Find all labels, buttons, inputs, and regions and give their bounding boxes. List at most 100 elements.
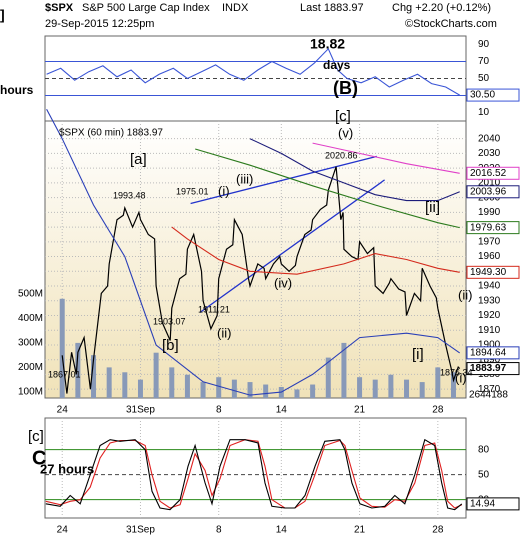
series-line	[46, 108, 461, 396]
volume-bar	[153, 352, 159, 398]
trend-line	[190, 155, 377, 205]
series-line	[171, 226, 460, 275]
annotation: (iv)	[274, 275, 292, 290]
annotation: hours	[0, 83, 34, 97]
volume-bar	[419, 382, 425, 398]
value-tag	[466, 166, 520, 180]
value-tag-label: 1894.64	[470, 347, 507, 358]
y-tick-label: 50	[478, 469, 490, 480]
y-tick-label: 1970	[478, 236, 501, 247]
annotation: ]	[0, 7, 5, 23]
value-tag	[466, 88, 520, 102]
annotation: 1876.34	[440, 367, 473, 377]
volume-bar	[247, 382, 253, 398]
change: Chg +2.20 (+0.12%)	[392, 2, 491, 14]
annotation: (iii)	[236, 171, 253, 186]
y-tick-label: 2010	[478, 178, 501, 189]
series-line	[312, 142, 460, 174]
annotation: [b]	[162, 337, 179, 354]
annotation: [ii]	[425, 199, 440, 216]
value-tag	[466, 265, 520, 279]
value-tag	[466, 497, 520, 511]
volume-bar	[263, 384, 269, 398]
volume-label: 2644188	[469, 390, 508, 401]
volume-bar	[59, 298, 65, 398]
volume-tick-label: 500M	[18, 289, 43, 300]
value-tag-label: 30.50	[470, 90, 495, 101]
value-tag	[466, 362, 520, 376]
trend-line	[199, 179, 385, 314]
volume-bar	[357, 377, 363, 398]
annotation: days	[323, 58, 351, 72]
series-line	[195, 148, 460, 229]
annotation: [c]	[28, 428, 44, 445]
value-tag	[466, 185, 520, 199]
annotation: 1975.01	[176, 186, 209, 196]
volume-bar	[294, 389, 300, 398]
annotation: 18.82	[310, 36, 345, 52]
x-tick-label: 14	[276, 405, 288, 416]
x-tick-label: 21	[354, 405, 366, 416]
series-line	[61, 166, 461, 394]
y-tick-label: 1890	[478, 354, 501, 365]
value-tag-label: 2016.52	[470, 168, 507, 179]
volume-bar	[169, 367, 175, 398]
value-tag-label: 1883.97	[470, 363, 507, 374]
y-tick-label: 1920	[478, 310, 501, 321]
y-tick-label: 2030	[478, 148, 501, 159]
x-tick-label: 31Sep	[126, 525, 155, 536]
x-tick-label: 24	[57, 405, 69, 416]
annotation: (ii)	[458, 287, 472, 302]
annotation: [i]	[412, 346, 424, 363]
y-tick-label: 1870	[478, 384, 501, 395]
annotation: 27 hours	[40, 461, 94, 476]
volume-bar	[310, 384, 316, 398]
x-tick-label: 31Sep	[126, 405, 155, 416]
annotation: [a]	[130, 151, 147, 168]
volume-bar	[435, 367, 441, 398]
volume-bar	[200, 382, 206, 398]
volume-bar	[91, 355, 97, 398]
x-tick-label: 28	[432, 405, 444, 416]
annotation: 2020.86	[325, 150, 358, 160]
annotation: 1867.01	[48, 369, 81, 379]
volume-tick-label: 200M	[18, 362, 43, 373]
volume-bar	[231, 379, 237, 398]
y-tick-label: 80	[478, 444, 490, 455]
volume-tick-label: 400M	[18, 313, 43, 324]
volume-bar	[372, 379, 378, 398]
panel	[44, 417, 467, 519]
volume-bar	[450, 372, 456, 398]
panel-title: $SPX (60 min) 1883.97	[59, 128, 163, 139]
volume-bar	[137, 379, 143, 398]
y-tick-label: 1990	[478, 207, 501, 218]
y-tick-label: 1940	[478, 281, 501, 292]
annotation: (i)	[218, 183, 230, 198]
date: 29-Sep-2015 12:25pm	[45, 18, 154, 30]
volume-tick-label: 100M	[18, 387, 43, 398]
volume-bar	[75, 342, 81, 398]
value-tag	[466, 346, 520, 360]
volume-bar	[341, 342, 347, 398]
index-name: S&P 500 Large Cap Index	[82, 2, 210, 14]
y-tick-label: 50	[478, 73, 490, 84]
annotation: (B)	[333, 78, 358, 98]
annotation: 1911.21	[198, 304, 230, 314]
x-tick-label: 24	[57, 525, 69, 536]
volume-bar	[122, 372, 128, 398]
y-tick-label: 10	[478, 107, 490, 118]
y-tick-label: 1900	[478, 340, 501, 351]
series-line	[46, 47, 460, 96]
y-tick-label: 1930	[478, 295, 501, 306]
annotation: (ii)	[217, 325, 231, 340]
annotation: [c]	[335, 108, 351, 125]
value-tag	[466, 221, 520, 235]
value-tag-label: 2003.96	[470, 186, 507, 197]
volume-tick-label: 300M	[18, 338, 43, 349]
annotation: (v)	[338, 125, 353, 140]
x-tick-label: 28	[432, 525, 444, 536]
x-tick-label: 8	[216, 405, 222, 416]
y-tick-label: 70	[478, 56, 490, 67]
x-tick-label: 8	[216, 525, 222, 536]
